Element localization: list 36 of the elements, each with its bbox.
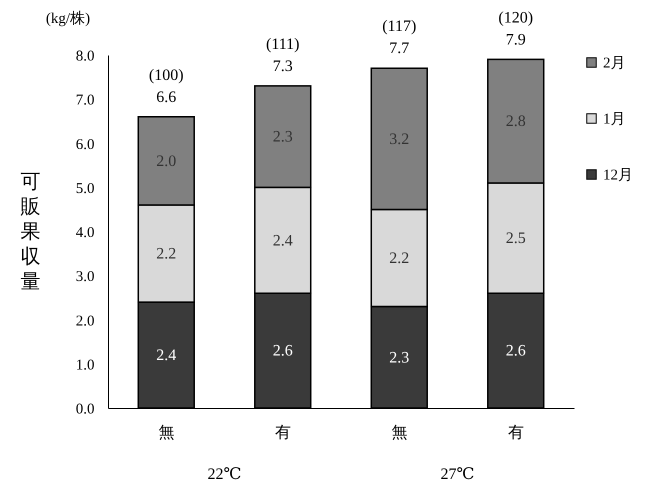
data-label: 2.6 (272, 342, 293, 360)
data-label: 2.8 (506, 113, 526, 130)
data-label: 2.0 (156, 152, 176, 170)
y-axis-title: 可販果収量 (20, 171, 40, 293)
y-tick-label: 2.0 (76, 313, 94, 330)
text: 27℃ (440, 466, 474, 483)
data-label: 3.2 (389, 130, 410, 148)
text: 22℃ (208, 466, 242, 483)
data-label: 2.2 (389, 250, 410, 267)
y-tick-label: 3.0 (76, 269, 94, 286)
y-tick-label: 7.0 (76, 92, 94, 109)
total-label: (117) 7.7 (382, 18, 416, 58)
x-tick-label: 無 (158, 424, 174, 442)
total-label: (111) 7.3 (266, 36, 300, 75)
data-label: 2.4 (156, 347, 176, 364)
data-label: 2.6 (506, 342, 526, 360)
legend-label: 2月 (603, 56, 626, 72)
total-label: (100) 6.6 (148, 66, 184, 106)
data-label: 2.5 (506, 230, 526, 248)
y-tick-label: 6.0 (76, 136, 94, 153)
data-label: 2.3 (389, 349, 410, 366)
y-tick-label: 1.0 (76, 357, 94, 374)
x-tick-label: 有 (274, 424, 291, 442)
y-tick-label: 5.0 (76, 180, 94, 197)
x-tick-label: 無 (391, 424, 408, 442)
data-label: 2.3 (272, 128, 293, 146)
data-label: 2.2 (156, 246, 176, 263)
y-tick-label: 8.0 (76, 48, 94, 64)
legend-label: 12月 (603, 168, 633, 184)
data-label: 2.4 (272, 232, 293, 250)
y-tick-label: 4.0 (76, 225, 94, 241)
y-tick-label: 0.0 (76, 402, 94, 418)
text: (kg/株) (46, 10, 90, 27)
x-tick-label: 有 (508, 424, 524, 442)
total-label: (120) 7.9 (498, 9, 534, 48)
legend-label: 1月 (603, 112, 626, 128)
